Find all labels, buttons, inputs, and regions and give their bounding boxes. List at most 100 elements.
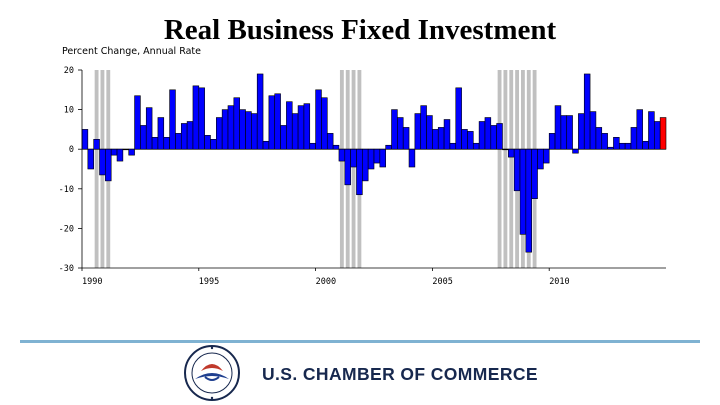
bar-latest [659, 117, 667, 150]
bar [566, 115, 573, 150]
bar [414, 113, 422, 150]
bar [134, 95, 141, 150]
bar [543, 148, 550, 164]
bar [233, 97, 240, 150]
bar [467, 131, 474, 150]
bar [461, 129, 468, 150]
bar [560, 115, 568, 150]
recession-band [339, 70, 344, 268]
footer-divider [20, 340, 700, 343]
x-tick-label: 1995 [199, 277, 219, 287]
bar [572, 148, 579, 154]
bar [630, 127, 638, 150]
bar [613, 137, 620, 150]
y-axis-label: Percent Change, Annual Rate [62, 46, 202, 57]
bar [589, 111, 597, 150]
bar [315, 89, 322, 150]
bar [508, 148, 515, 158]
bar [280, 125, 287, 150]
bar [344, 148, 351, 186]
bar [391, 109, 398, 150]
bar [642, 140, 649, 150]
bar [321, 97, 328, 150]
bar [151, 137, 159, 150]
bar [291, 113, 299, 150]
bar [624, 142, 632, 150]
bar [654, 121, 661, 150]
bar [432, 129, 439, 150]
recession-band [94, 70, 99, 268]
bar [268, 95, 276, 150]
bar [455, 87, 462, 150]
bar [204, 135, 211, 150]
bar [309, 142, 316, 150]
bar [420, 105, 427, 150]
bar [186, 121, 194, 150]
bar [548, 133, 556, 150]
bar [122, 148, 130, 151]
bar [519, 148, 527, 235]
bar [554, 105, 562, 150]
bar [443, 119, 451, 150]
bar [595, 127, 603, 150]
recession-band [351, 70, 356, 268]
bar [478, 121, 486, 150]
bar [513, 148, 521, 192]
bar [472, 142, 480, 150]
bar [356, 148, 363, 196]
y-tick-label: -30 [59, 264, 74, 274]
bar [648, 111, 655, 150]
bar [297, 105, 305, 150]
bar [618, 142, 626, 150]
bar [379, 148, 386, 168]
brand-name: U.S. CHAMBER OF COMMERCE [262, 364, 538, 384]
bar [326, 133, 334, 150]
bar [583, 73, 591, 150]
bar [496, 123, 503, 150]
bar [274, 93, 281, 150]
bar [636, 109, 643, 150]
y-tick-label: 10 [64, 106, 74, 116]
bar [525, 148, 532, 253]
bar [81, 129, 89, 150]
bar [502, 148, 509, 151]
bar [490, 125, 497, 150]
bar [367, 148, 375, 170]
bar [216, 117, 223, 150]
bar [262, 140, 270, 150]
bar [397, 117, 404, 150]
bar [332, 144, 340, 150]
bar [362, 148, 369, 182]
recession-band [497, 70, 502, 268]
x-tick-label: 2000 [316, 277, 336, 287]
bar [437, 127, 445, 150]
bar [286, 101, 293, 150]
bar [180, 123, 188, 150]
bar [87, 148, 94, 170]
bar [350, 148, 357, 168]
bar [607, 146, 614, 150]
bar [408, 148, 416, 168]
bar [210, 139, 217, 150]
chart-title: Real Business Fixed Investment [163, 14, 557, 46]
bar [601, 133, 608, 150]
bar [531, 148, 538, 199]
bar [373, 148, 381, 164]
bar [537, 148, 544, 170]
bar [449, 142, 457, 150]
bar [221, 109, 229, 150]
y-tick-label: 20 [64, 66, 74, 76]
bar [426, 115, 433, 150]
bar [245, 111, 252, 150]
bar [157, 117, 165, 150]
bar [239, 109, 246, 150]
bar [484, 117, 492, 150]
bar [116, 148, 124, 162]
x-tick-label: 2010 [549, 277, 569, 287]
y-tick-label: -20 [59, 224, 74, 234]
bar [99, 148, 106, 176]
bar [105, 148, 112, 182]
bar [303, 103, 311, 150]
recession-band [509, 70, 514, 268]
